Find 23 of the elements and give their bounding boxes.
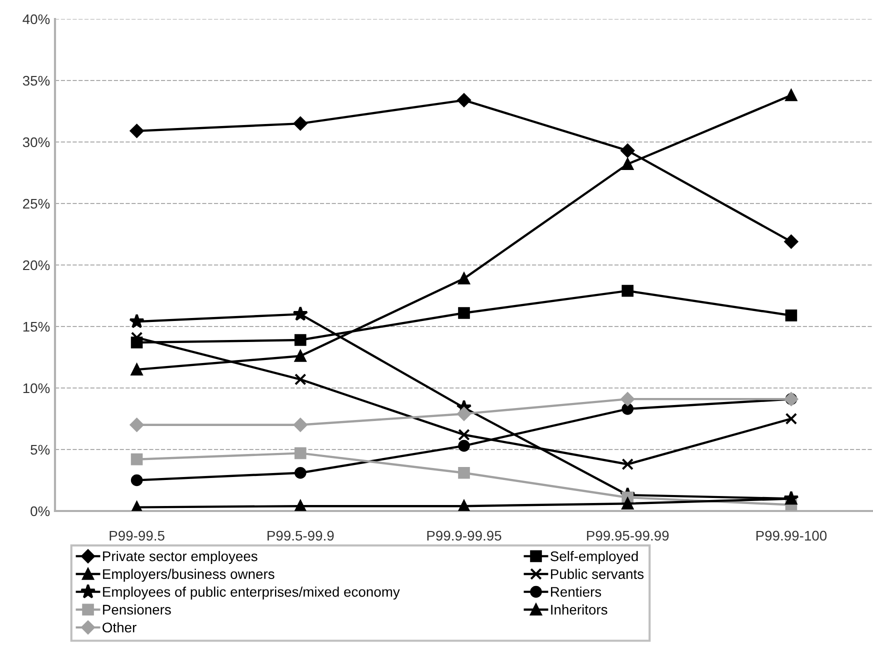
y-tick-label: 40% <box>22 14 50 24</box>
legend-label: Other <box>102 622 136 632</box>
y-tick-label: 30% <box>22 137 50 148</box>
legend-label: Rentiers <box>551 586 602 597</box>
y-tick-label: 5% <box>30 444 50 455</box>
y-tick-label: 25% <box>23 198 50 209</box>
legend-label: Public servants <box>551 568 644 580</box>
legend-label: Self-employed <box>550 550 638 564</box>
x-tick-label: P99.95-99.99 <box>587 530 669 541</box>
y-tick-label: 20% <box>23 260 50 270</box>
y-tick-label: 0% <box>30 506 50 516</box>
x-tick-label: P99-99.5 <box>110 530 164 541</box>
y-tick-label: 15% <box>23 322 50 332</box>
y-tick-label: 35% <box>22 76 50 86</box>
legend-label: Inheritors <box>551 604 608 615</box>
y-tick-label: 10% <box>23 383 50 394</box>
x-tick-label: P99.5-99.9 <box>268 530 334 541</box>
x-tick-label: P99.99-100 <box>756 530 827 541</box>
legend-label: Private sector employees <box>103 550 258 564</box>
x-tick-label: P99.9-99.95 <box>427 530 502 541</box>
legend-label: Employers/business owners <box>103 568 274 582</box>
legend-label: Pensioners <box>103 604 171 615</box>
legend-label: Employees of public enterprises/mixed economy <box>103 586 400 600</box>
